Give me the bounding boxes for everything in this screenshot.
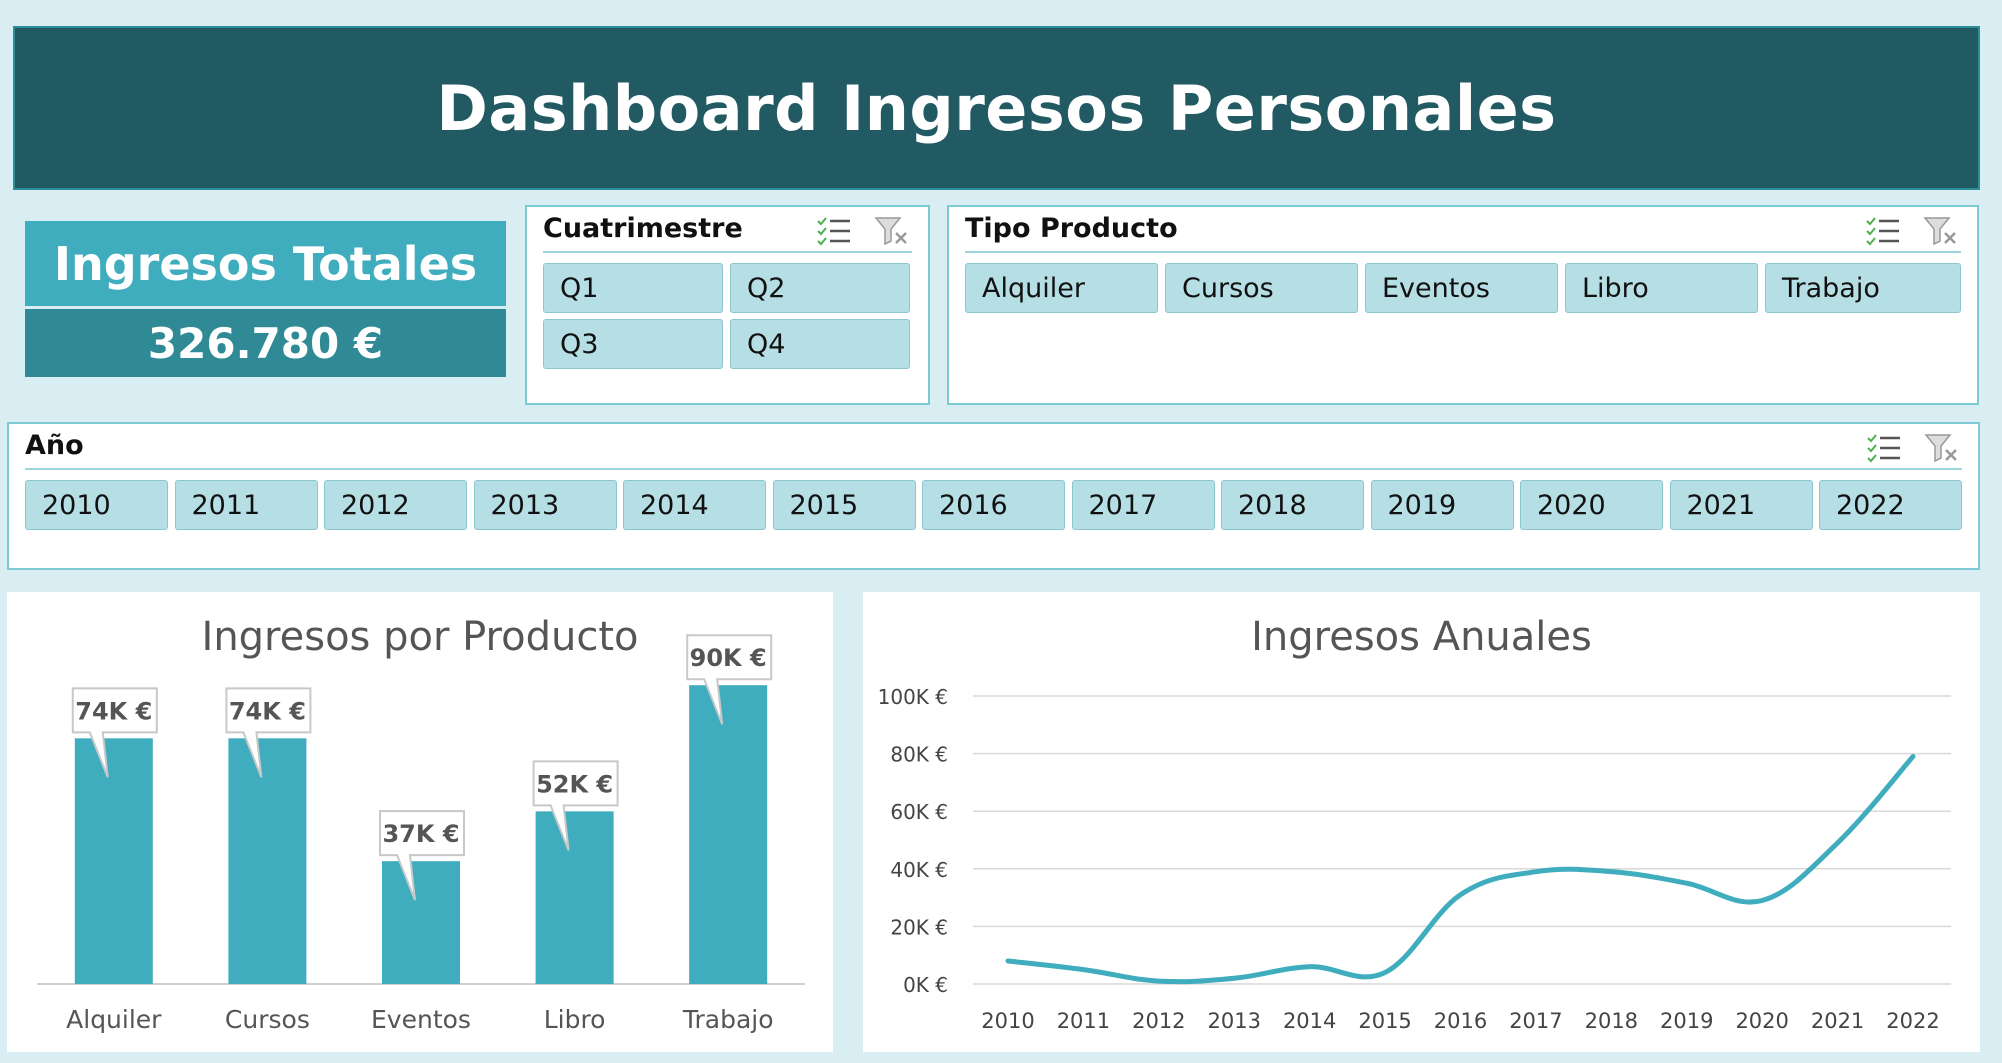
- chart-panel-producto: Ingresos por Producto 74K € Alquiler 74K €…: [7, 592, 833, 1052]
- multi-select-icon[interactable]: [1866, 432, 1902, 464]
- x-tick-label: 2015: [1358, 1009, 1411, 1033]
- y-tick-label: 100K €: [878, 685, 948, 709]
- slicer-chip-year-2013[interactable]: 2013: [473, 480, 617, 530]
- slicer-chip-q3[interactable]: Q3: [543, 319, 723, 369]
- slicer-chip-cursos[interactable]: Cursos: [1165, 263, 1358, 313]
- x-tick-label: 2010: [981, 1009, 1034, 1033]
- slicer-chip-year-2022[interactable]: 2022: [1819, 480, 1962, 530]
- data-label: 74K €: [229, 697, 306, 725]
- data-label: 90K €: [690, 644, 767, 672]
- slicer-chip-q2[interactable]: Q2: [730, 263, 910, 313]
- slicer-title: Cuatrimestre: [543, 213, 743, 244]
- x-tick-label: 2021: [1811, 1009, 1864, 1033]
- data-label: 52K €: [536, 770, 613, 798]
- multi-select-icon[interactable]: [816, 215, 852, 247]
- y-tick-label: 0K €: [903, 973, 948, 997]
- x-tick-label: 2022: [1886, 1009, 1939, 1033]
- slicer-title: Año: [25, 430, 84, 461]
- data-label-callout: [379, 810, 465, 901]
- y-tick-label: 20K €: [890, 915, 948, 939]
- x-tick-label: Alquiler: [66, 1005, 162, 1034]
- data-label-callout: [225, 687, 312, 778]
- slicer-tipo-producto: Tipo Producto Alquiler Cursos Eventos Li…: [947, 205, 1979, 405]
- slicer-chip-libro[interactable]: Libro: [1565, 263, 1758, 313]
- slicer-anio: Año 2010 2011 2012 2013 2014 2015 2016 2017 2018…: [7, 422, 1980, 570]
- chart-title: Ingresos Anuales: [1251, 614, 1592, 660]
- data-label-callout: [71, 687, 158, 778]
- multi-select-icon[interactable]: [1865, 215, 1901, 247]
- x-tick-label: 2011: [1057, 1009, 1110, 1033]
- slicer-chip-year-2012[interactable]: 2012: [324, 480, 467, 530]
- slicer-chip-q4[interactable]: Q4: [730, 319, 910, 369]
- chart-panel-anual: Ingresos Anuales 0K € 20K € 40K € 60K € 80K …: [863, 592, 1980, 1052]
- x-tick-label: 2020: [1735, 1009, 1788, 1033]
- slicer-chip-year-2016[interactable]: 2016: [922, 480, 1065, 530]
- slicer-chip-eventos[interactable]: Eventos: [1365, 263, 1558, 313]
- line-chart: 0K € 20K € 40K € 60K € 80K € 100K € 2010 2011 20…: [878, 685, 1951, 1033]
- y-tick-label: 60K €: [890, 800, 948, 824]
- clear-filter-icon[interactable]: [1924, 432, 1960, 464]
- x-tick-label: Libro: [544, 1005, 606, 1034]
- slicer-chip-alquiler[interactable]: Alquiler: [965, 263, 1158, 313]
- data-label-callout: [686, 634, 773, 725]
- slicer-chip-q1[interactable]: Q1: [543, 263, 723, 313]
- slicer-chip-year-2017[interactable]: 2017: [1071, 480, 1215, 530]
- bar-libro: [535, 811, 614, 984]
- x-tick-label: 2016: [1434, 1009, 1487, 1033]
- x-tick-label: Cursos: [225, 1005, 310, 1034]
- clear-filter-icon[interactable]: [874, 215, 910, 247]
- x-tick-label: 2017: [1509, 1009, 1562, 1033]
- bar-eventos: [382, 861, 460, 984]
- x-tick-label: 2014: [1283, 1009, 1336, 1033]
- clear-filter-icon[interactable]: [1923, 215, 1959, 247]
- x-tick-label: Trabajo: [682, 1005, 774, 1034]
- slicer-chip-trabajo[interactable]: Trabajo: [1765, 263, 1961, 313]
- bar-alquiler: [74, 738, 153, 984]
- slicer-cuatrimestre: Cuatrimestre Q1 Q2 Q3 Q4: [525, 205, 930, 405]
- data-label: 37K €: [382, 820, 459, 848]
- y-tick-label: 80K €: [890, 743, 948, 767]
- data-label-callout: [532, 760, 619, 851]
- slicer-chip-year-2018[interactable]: 2018: [1221, 480, 1364, 530]
- y-tick-label: 40K €: [890, 858, 948, 882]
- slicer-chip-year-2019[interactable]: 2019: [1370, 480, 1514, 530]
- kpi-label: Ingresos Totales: [25, 221, 506, 306]
- slicer-title: Tipo Producto: [965, 213, 1178, 244]
- x-tick-label: Eventos: [371, 1005, 471, 1034]
- slicer-chip-year-2015[interactable]: 2015: [772, 480, 916, 530]
- slicer-chip-year-2020[interactable]: 2020: [1520, 480, 1663, 530]
- slicer-chip-year-2010[interactable]: 2010: [25, 480, 168, 530]
- x-tick-label: 2018: [1585, 1009, 1638, 1033]
- x-tick-label: 2013: [1208, 1009, 1261, 1033]
- slicer-chip-year-2011[interactable]: 2011: [174, 480, 318, 530]
- chart-title: Ingresos por Producto: [201, 614, 639, 660]
- x-tick-label: 2012: [1132, 1009, 1185, 1033]
- bar-trabajo: [689, 685, 768, 984]
- slicer-chip-year-2014[interactable]: 2014: [623, 480, 766, 530]
- x-tick-label: 2019: [1660, 1009, 1713, 1033]
- kpi-value: 326.780 €: [25, 309, 506, 377]
- bar-cursos: [228, 738, 307, 984]
- dashboard-title: Dashboard Ingresos Personales: [13, 26, 1980, 190]
- bar-chart: 74K € Alquiler 74K € Cursos 37K € Eventos 52K …: [37, 634, 805, 1034]
- slicer-chip-year-2021[interactable]: 2021: [1669, 480, 1813, 530]
- data-label: 74K €: [75, 697, 152, 725]
